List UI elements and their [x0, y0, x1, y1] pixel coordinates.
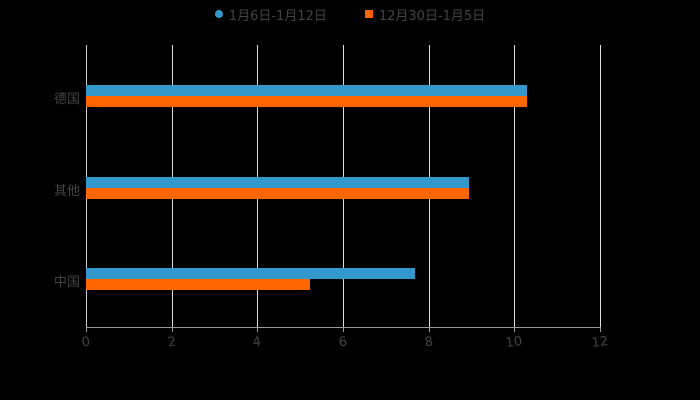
x-axis-tick-label: 10	[505, 333, 524, 352]
bar-series-1[interactable]	[86, 85, 528, 96]
x-axis-tick	[428, 327, 430, 332]
legend-label: 12月30日-1月5日	[378, 8, 486, 24]
x-axis-tick	[86, 327, 87, 332]
bar-series-1[interactable]	[86, 268, 415, 279]
x-axis-tick-label: 4	[252, 334, 263, 351]
legend-marker-circle-icon	[214, 10, 223, 18]
bar-series-2[interactable]	[86, 279, 311, 290]
legend-marker-square-icon	[364, 10, 373, 18]
legend-item-series-2[interactable]: 12月30日-1月5日	[364, 5, 486, 24]
x-axis-tick	[600, 327, 601, 332]
chart-legend: 1月6日-1月12日 12月30日-1月5日	[0, 4, 700, 24]
x-axis-tick	[171, 327, 173, 332]
x-axis-tick-label: 12	[590, 333, 610, 352]
x-axis-line	[86, 327, 600, 328]
gridline	[600, 45, 601, 327]
y-axis-category-label: 中国	[53, 275, 80, 290]
bar-series-2[interactable]	[86, 96, 528, 107]
x-axis-tick	[257, 327, 259, 332]
x-axis-tick-label: 8	[423, 334, 434, 351]
x-axis-tick-label: 0	[80, 334, 92, 351]
bar-series-1[interactable]	[86, 177, 469, 188]
x-axis-tick	[343, 327, 344, 332]
legend-label: 1月6日-1月12日	[228, 8, 327, 24]
gridline	[514, 45, 516, 327]
y-axis-category-label: 德国	[53, 92, 80, 107]
x-axis-tick-label: 6	[337, 334, 349, 351]
x-axis-tick	[514, 327, 516, 332]
bar-series-2[interactable]	[86, 188, 469, 199]
x-axis-tick-label: 2	[166, 334, 177, 351]
legend-item-series-1[interactable]: 1月6日-1月12日	[214, 5, 327, 24]
y-axis-category-label: 其他	[53, 184, 80, 199]
